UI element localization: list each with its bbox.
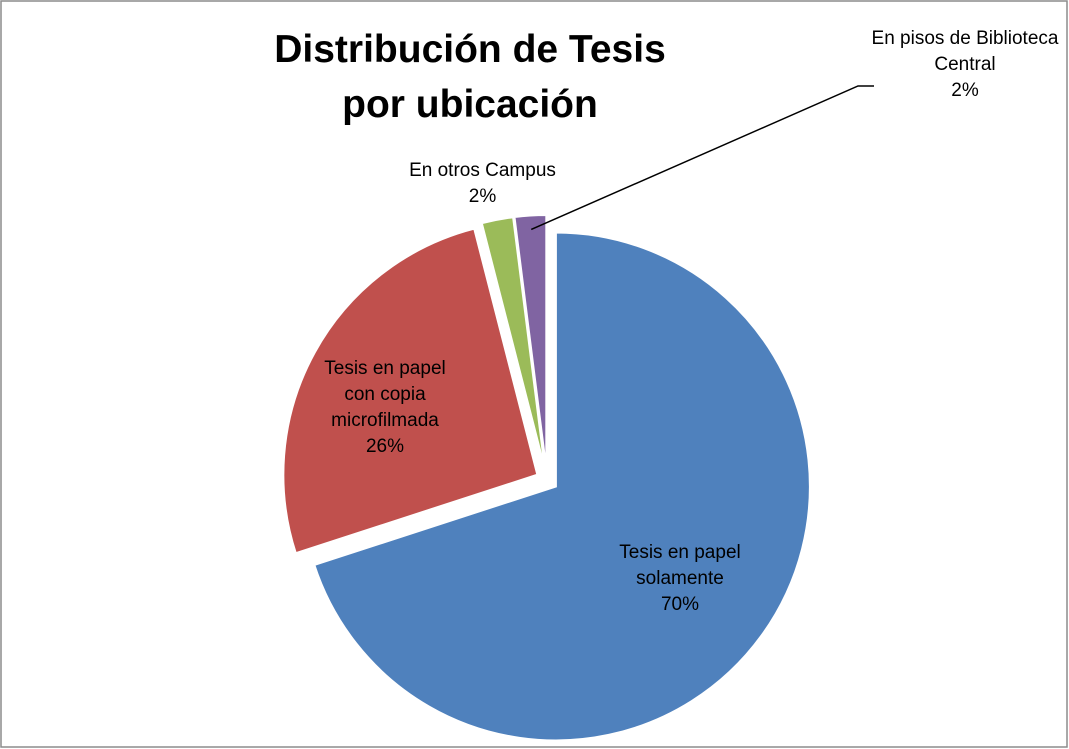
data-label: En pisos de Biblioteca Central 2%	[870, 26, 1060, 104]
pie-slice	[480, 216, 546, 470]
data-label: Tesis en papel solamente 70%	[600, 540, 760, 618]
pie-slice	[513, 214, 548, 470]
pie-slice	[313, 231, 811, 742]
pie-slice	[282, 227, 539, 555]
slice-category: En pisos de Biblioteca Central	[871, 28, 1059, 75]
slice-category: Tesis en papel solamente	[619, 542, 741, 589]
slice-category: En otros Campus	[409, 160, 556, 181]
slice-percent: 2%	[468, 186, 497, 207]
slice-percent: 70%	[660, 594, 700, 615]
slice-category: Tesis en papel con copia microfilmada	[324, 358, 446, 431]
data-label: En otros Campus 2%	[395, 158, 570, 210]
leader-line	[530, 85, 874, 231]
slice-percent: 2%	[951, 80, 979, 101]
data-label: Tesis en papel con copia microfilmada 26%	[315, 356, 455, 460]
chart-title: Distribución de Tesis por ubicación	[274, 28, 666, 126]
slice-percent: 26%	[365, 436, 405, 457]
